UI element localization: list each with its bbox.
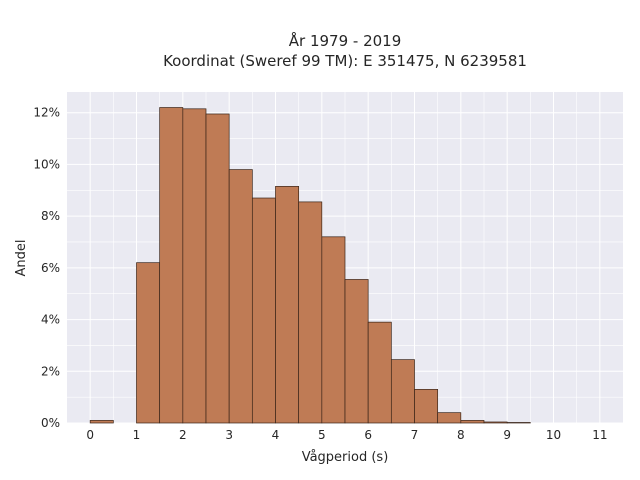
x-tick-label-3: 3 — [225, 428, 233, 442]
y-tick-label-1: 2% — [41, 364, 60, 378]
bar-16 — [460, 420, 485, 424]
x-tick-label-9: 9 — [503, 428, 511, 442]
bar-18 — [506, 422, 531, 424]
x-tick-label-0: 0 — [86, 428, 94, 442]
x-tick-label-8: 8 — [457, 428, 465, 442]
chart-subtitle: Koordinat (Sweref 99 TM): E 351475, N 62… — [163, 52, 527, 70]
bar-11 — [344, 279, 369, 424]
y-tick-label-3: 6% — [41, 261, 60, 275]
x-tick-label-2: 2 — [179, 428, 187, 442]
bar-17 — [483, 421, 508, 424]
bar-2 — [136, 262, 161, 424]
y-tick-label-2: 4% — [41, 313, 60, 327]
y-tick-label-5: 10% — [33, 157, 60, 171]
bar-6 — [228, 169, 253, 424]
bar-10 — [321, 236, 346, 424]
bar-5 — [205, 113, 230, 424]
y-tick-label-6: 12% — [33, 106, 60, 120]
x-tick-label-6: 6 — [364, 428, 372, 442]
bar-13 — [390, 359, 415, 424]
bar-14 — [414, 389, 439, 424]
x-tick-label-4: 4 — [272, 428, 280, 442]
y-tick-label-4: 8% — [41, 209, 60, 223]
x-tick-label-7: 7 — [411, 428, 419, 442]
x-tick-label-10: 10 — [546, 428, 561, 442]
x-tick-label-11: 11 — [592, 428, 607, 442]
histogram-bars — [89, 107, 531, 424]
bar-7 — [251, 197, 276, 424]
y-tick-label-0: 0% — [41, 416, 60, 430]
x-tick-label-5: 5 — [318, 428, 326, 442]
bar-4 — [182, 108, 207, 424]
bar-0 — [89, 420, 114, 424]
bar-3 — [159, 107, 184, 424]
x-axis-ticks: 0 1 2 3 4 5 6 7 8 9 10 11 — [86, 428, 607, 442]
bar-15 — [437, 412, 462, 424]
bar-12 — [367, 321, 392, 424]
y-axis-ticks: 0% 2% 4% 6% 8% 10% 12% — [33, 106, 60, 430]
bar-9 — [298, 201, 323, 424]
chart-title: År 1979 - 2019 — [289, 31, 402, 50]
bar-8 — [275, 186, 300, 424]
x-axis-label: Vågperiod (s) — [302, 450, 389, 465]
x-tick-label-1: 1 — [133, 428, 141, 442]
y-axis-label: Andel — [14, 240, 29, 277]
